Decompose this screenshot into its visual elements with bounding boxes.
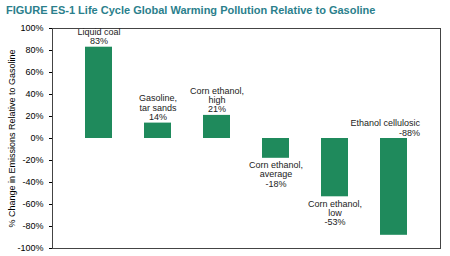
svg-text:-100%: -100% [17,243,43,253]
svg-text:20%: 20% [25,111,43,121]
svg-text:-20%: -20% [22,155,43,165]
svg-text:100%: 100% [20,23,43,33]
svg-text:Corn ethanol,high21%: Corn ethanol,high21% [190,86,244,115]
svg-text:-80%: -80% [22,221,43,231]
svg-text:0%: 0% [30,133,43,143]
svg-text:40%: 40% [25,89,43,99]
svg-text:60%: 60% [25,67,43,77]
svg-text:Gasoline,tar sands14%: Gasoline,tar sands14% [139,93,177,122]
svg-text:Liquid coal83%: Liquid coal83% [77,27,120,46]
svg-text:Corn ethanol,average-18%: Corn ethanol,average-18% [249,160,303,189]
svg-text:% Change in Emissions Relative: % Change in Emissions Relative to Gasoli… [7,49,17,227]
svg-text:-40%: -40% [22,177,43,187]
svg-text:-60%: -60% [22,199,43,209]
html-text:FIGURE ES-1 Life Cycle Global: FIGURE ES-1 Life Cycle Global Warming Po… [6,4,376,16]
svg-text:80%: 80% [25,45,43,55]
svg-text:Ethanol cellulosic-88%: Ethanol cellulosic-88% [350,118,420,137]
svg-text:Corn ethanol,low-53%: Corn ethanol,low-53% [308,199,362,228]
